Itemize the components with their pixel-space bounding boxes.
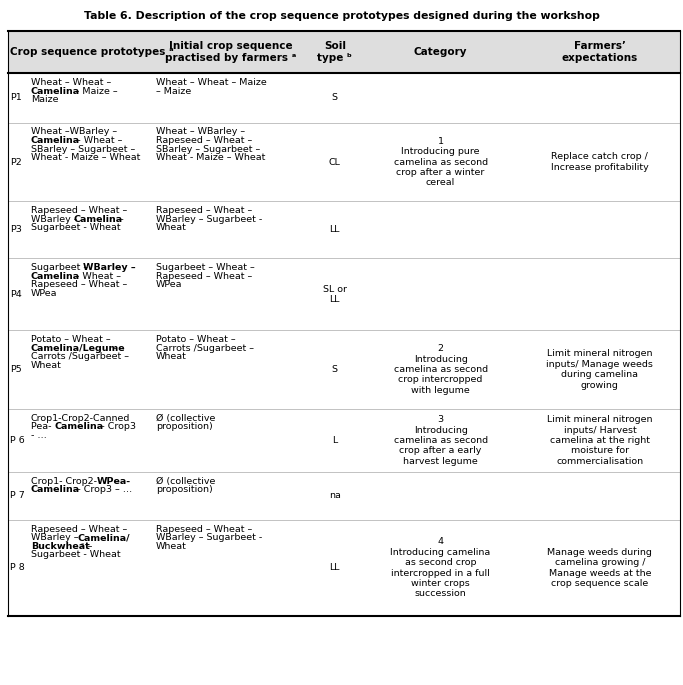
Text: Initial crop sequence
practised by farmers ᵃ: Initial crop sequence practised by farme… <box>165 41 296 63</box>
Text: Wheat: Wheat <box>156 352 186 361</box>
Bar <box>8 31 680 73</box>
Text: - Wheat –: - Wheat – <box>73 271 121 281</box>
Text: Replace catch crop /
Increase profitability: Replace catch crop / Increase profitabil… <box>551 152 649 172</box>
Text: Manage weeds during
camelina growing /
Manage weeds at the
crop sequence scale: Manage weeds during camelina growing / M… <box>548 548 652 588</box>
Text: Camelina/: Camelina/ <box>78 533 130 543</box>
Text: Table 6. Description of the crop sequence prototypes designed during the worksho: Table 6. Description of the crop sequenc… <box>83 11 600 21</box>
Text: Camelina: Camelina <box>73 215 122 224</box>
Text: Rapeseed – Wheat –: Rapeseed – Wheat – <box>156 525 252 534</box>
Text: Camelina: Camelina <box>31 136 80 145</box>
Text: Farmers’
expectations: Farmers’ expectations <box>562 41 638 63</box>
Text: Wheat – WBarley –: Wheat – WBarley – <box>156 127 245 136</box>
Text: CL: CL <box>329 158 341 166</box>
Text: P 7: P 7 <box>10 491 25 501</box>
Text: Camelina/Legume: Camelina/Legume <box>31 343 126 353</box>
Text: WBarley –: WBarley – <box>83 263 135 272</box>
Text: WBarley – Sugarbeet -: WBarley – Sugarbeet - <box>156 215 262 224</box>
Text: Potato – Wheat –: Potato – Wheat – <box>31 335 111 344</box>
Text: Wheat - Maize – Wheat: Wheat - Maize – Wheat <box>31 153 140 162</box>
Text: na: na <box>329 491 341 501</box>
Text: 2
Introducing
camelina as second
crop intercropped
with legume: 2 Introducing camelina as second crop in… <box>393 345 488 395</box>
Text: -: - <box>110 343 116 353</box>
Text: 3
Introducing
camelina as second
crop after a early
harvest legume: 3 Introducing camelina as second crop af… <box>393 415 488 466</box>
Text: Soil
type ᵇ: Soil type ᵇ <box>318 41 352 63</box>
Text: WBarley – Sugarbeet -: WBarley – Sugarbeet - <box>156 533 262 543</box>
Text: Category: Category <box>414 47 467 57</box>
Text: Wheat - Maize – Wheat: Wheat - Maize – Wheat <box>156 153 265 162</box>
Text: Wheat –WBarley –: Wheat –WBarley – <box>31 127 117 136</box>
Text: Rapeseed – Wheat –: Rapeseed – Wheat – <box>31 206 127 215</box>
Text: ᶜ –: ᶜ – <box>79 542 93 551</box>
Text: Rapeseed – Wheat –: Rapeseed – Wheat – <box>31 525 127 534</box>
Text: Wheat – Wheat –: Wheat – Wheat – <box>31 78 111 87</box>
Text: – Crop3 – …: – Crop3 – … <box>73 485 133 495</box>
Text: P3: P3 <box>10 225 22 234</box>
Text: – Maize: – Maize <box>156 86 191 96</box>
Text: proposition): proposition) <box>156 485 212 495</box>
Text: 4
Introducing camelina
as second crop
intercropped in a full
winter crops
succes: 4 Introducing camelina as second crop in… <box>391 537 490 599</box>
Text: P1: P1 <box>10 93 22 103</box>
Text: Crop1- Crop2-: Crop1- Crop2- <box>31 477 100 486</box>
Text: L: L <box>332 436 337 445</box>
Text: - Maize –: - Maize – <box>73 86 117 96</box>
Text: P 8: P 8 <box>10 563 25 573</box>
Text: Camelina: Camelina <box>31 86 80 96</box>
Text: Crop sequence prototypes ᵃ: Crop sequence prototypes ᵃ <box>10 47 174 57</box>
Text: Sugarbeet - Wheat: Sugarbeet - Wheat <box>31 223 120 232</box>
Text: WPea-: WPea- <box>97 477 131 486</box>
Text: Potato – Wheat –: Potato – Wheat – <box>156 335 236 344</box>
Text: WBarley –: WBarley – <box>31 533 81 543</box>
Text: Rapeseed – Wheat –: Rapeseed – Wheat – <box>156 206 252 215</box>
Text: LL: LL <box>330 225 340 234</box>
Text: SBarley – Sugarbeet –: SBarley – Sugarbeet – <box>31 145 135 153</box>
Text: Wheat: Wheat <box>156 223 186 232</box>
Text: WPea: WPea <box>31 288 57 298</box>
Text: Buckwheat: Buckwheat <box>31 542 89 551</box>
Text: 1
Introducing pure
camelina as second
crop after a winter
cereal: 1 Introducing pure camelina as second cr… <box>393 137 488 187</box>
Text: P4: P4 <box>10 290 22 299</box>
Text: Limit mineral nitrogen
inputs/ Harvest
camelina at the right
moisture for
commer: Limit mineral nitrogen inputs/ Harvest c… <box>547 415 653 466</box>
Text: S: S <box>332 93 338 103</box>
Text: Camelina: Camelina <box>31 485 80 495</box>
Text: – Crop3: – Crop3 <box>97 422 136 432</box>
Text: Sugarbeet - Wheat: Sugarbeet - Wheat <box>31 550 120 560</box>
Text: –: – <box>115 215 124 224</box>
Text: SBarley – Sugarbeet –: SBarley – Sugarbeet – <box>156 145 260 153</box>
Text: Rapeseed – Wheat –: Rapeseed – Wheat – <box>156 271 252 281</box>
Text: Sugarbeet – Wheat –: Sugarbeet – Wheat – <box>156 263 255 272</box>
Text: Rapeseed – Wheat –: Rapeseed – Wheat – <box>31 280 127 289</box>
Text: Maize: Maize <box>31 95 58 104</box>
Text: Ø (collective: Ø (collective <box>156 477 215 486</box>
Text: Limit mineral nitrogen
inputs/ Manage weeds
during camelina
growing: Limit mineral nitrogen inputs/ Manage we… <box>546 349 654 390</box>
Text: P 6: P 6 <box>10 436 25 445</box>
Text: LL: LL <box>330 563 340 573</box>
Text: Pea-: Pea- <box>31 422 54 432</box>
Text: Ø (collective: Ø (collective <box>156 414 215 423</box>
Text: Camelina: Camelina <box>31 271 80 281</box>
Text: Crop1-Crop2-Canned: Crop1-Crop2-Canned <box>31 414 130 423</box>
Text: P2: P2 <box>10 158 22 166</box>
Text: Wheat – Wheat – Maize: Wheat – Wheat – Maize <box>156 78 266 87</box>
Text: – Wheat –: – Wheat – <box>73 136 122 145</box>
Text: Camelina: Camelina <box>55 422 103 432</box>
Text: proposition): proposition) <box>156 422 212 432</box>
Text: Sugarbeet –: Sugarbeet – <box>31 263 88 272</box>
Text: - …: - … <box>31 431 46 440</box>
Text: SL or
LL: SL or LL <box>323 284 347 304</box>
Text: Wheat: Wheat <box>31 360 61 370</box>
Text: Carrots /Sugarbeet –: Carrots /Sugarbeet – <box>156 343 254 353</box>
Text: Rapeseed – Wheat –: Rapeseed – Wheat – <box>156 136 252 145</box>
Text: WPea: WPea <box>156 280 182 289</box>
Text: P5: P5 <box>10 365 22 374</box>
Text: Carrots /Sugarbeet –: Carrots /Sugarbeet – <box>31 352 128 361</box>
Text: WBarley -: WBarley - <box>31 215 77 224</box>
Text: S: S <box>332 365 338 374</box>
Text: Wheat: Wheat <box>156 542 186 551</box>
